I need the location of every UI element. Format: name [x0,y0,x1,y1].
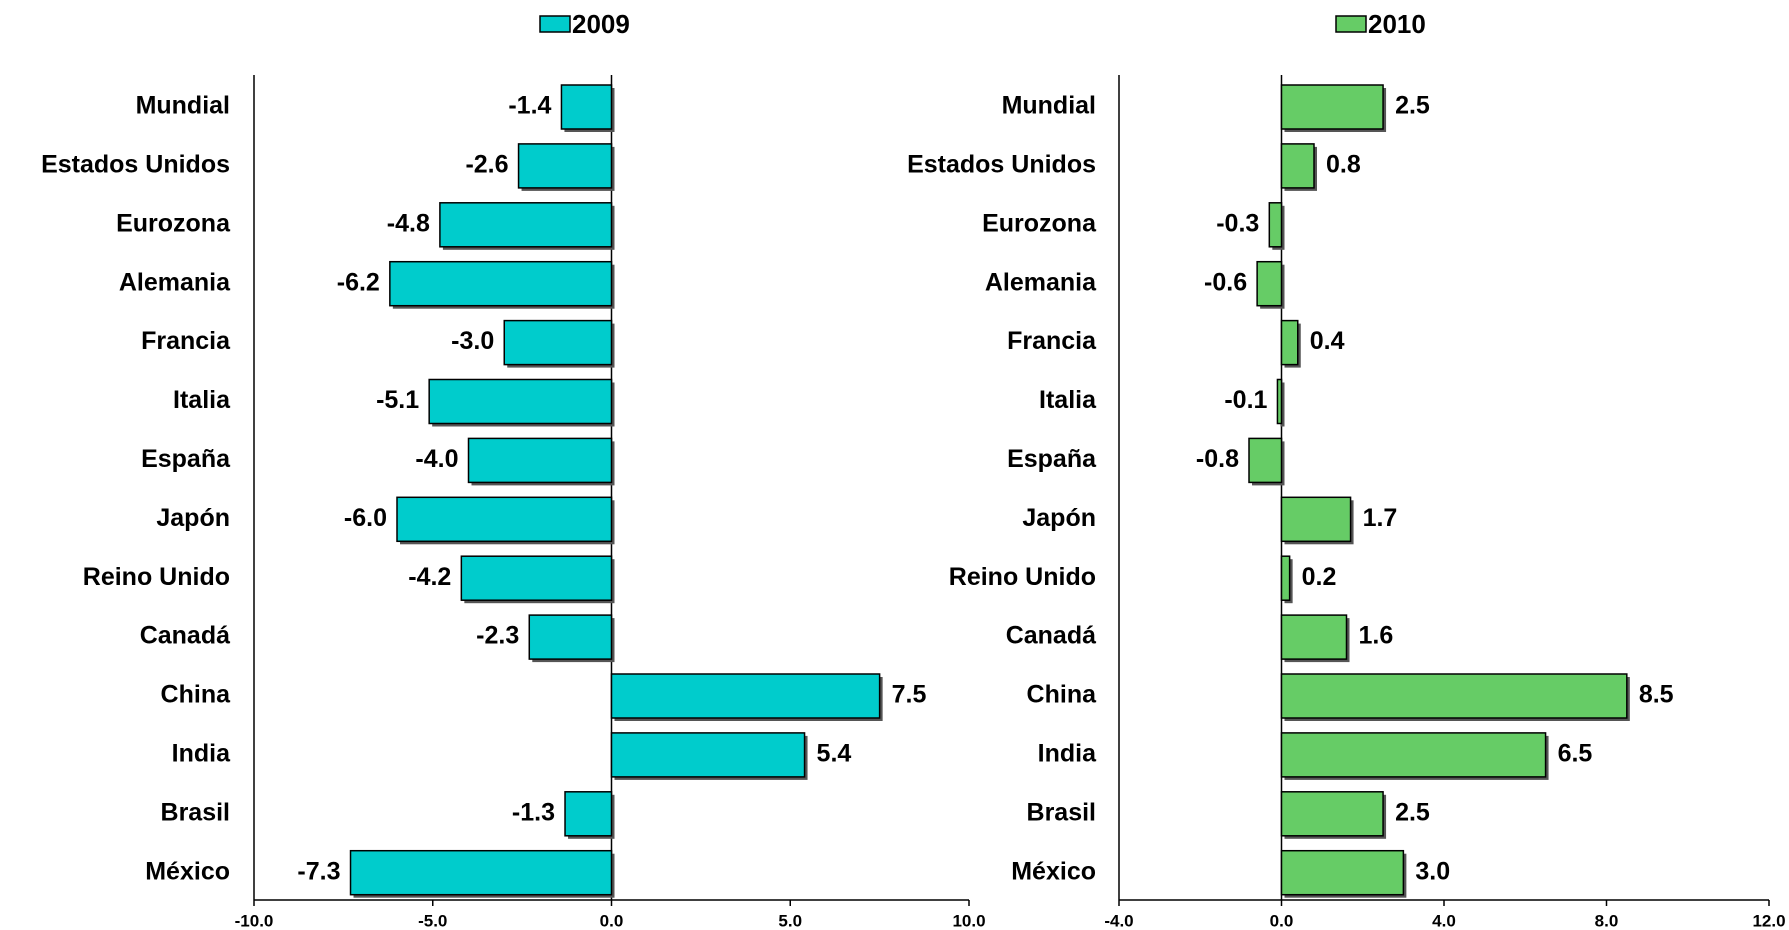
bar [429,380,611,424]
value-label: 7.5 [892,681,927,709]
category-label: Canadá [1006,622,1096,650]
bar [397,497,612,541]
value-label: 2.5 [1395,798,1430,826]
x-tick-label: 0.0 [1270,911,1294,930]
category-label: México [1011,857,1096,885]
value-label: 0.8 [1326,151,1361,179]
bar [1282,851,1404,895]
category-label: Italia [1039,386,1097,414]
value-label: 0.2 [1302,563,1337,591]
category-label: Mundial [136,92,230,120]
value-label: -4.0 [415,445,458,473]
category-label: España [1007,445,1097,473]
x-tick-label: 5.0 [778,911,802,930]
bar [1282,556,1290,600]
value-label: -2.6 [465,151,508,179]
bar [440,203,612,247]
category-label: India [172,740,231,768]
bar [612,733,805,777]
legend-label: 2010 [1368,9,1426,39]
category-label: Japón [156,504,230,532]
bar [351,851,612,895]
x-tick-label: -10.0 [235,911,274,930]
bar [1282,321,1298,365]
bar [1249,438,1282,482]
x-tick-label: 10.0 [952,911,985,930]
value-label: -7.3 [297,857,340,885]
bar [561,85,611,129]
category-label: India [1038,740,1097,768]
value-label: -5.1 [376,386,419,414]
category-label: España [141,445,231,473]
category-label: Eurozona [116,209,231,237]
bar [1277,380,1281,424]
value-label: 8.5 [1639,681,1674,709]
value-label: -0.6 [1204,268,1247,296]
value-label: -1.3 [512,798,555,826]
category-label: Alemania [119,268,231,296]
category-label: Brasil [161,798,230,826]
category-label: Mundial [1002,92,1096,120]
category-label: Canadá [140,622,230,650]
category-label: Estados Unidos [907,151,1096,179]
category-label: Eurozona [982,209,1097,237]
category-label: Reino Unido [83,563,230,591]
bar [1282,615,1347,659]
value-label: 6.5 [1558,740,1593,768]
category-label: Estados Unidos [41,151,230,179]
bar [1282,733,1546,777]
bar [1282,85,1384,129]
x-tick-label: 12.0 [1752,911,1785,930]
category-label: Brasil [1027,798,1096,826]
value-label: -1.4 [508,92,551,120]
value-label: 2.5 [1395,92,1430,120]
value-label: -6.0 [344,504,387,532]
value-label: -3.0 [451,327,494,355]
category-label: Reino Unido [949,563,1096,591]
bar [529,615,611,659]
value-label: -2.3 [476,622,519,650]
value-label: 1.7 [1363,504,1398,532]
bar [469,438,612,482]
bar [1282,792,1384,836]
x-tick-label: 4.0 [1432,911,1456,930]
bar [504,321,611,365]
bar [1269,203,1281,247]
category-label: México [145,857,230,885]
value-label: -6.2 [337,268,380,296]
x-tick-label: -4.0 [1104,911,1133,930]
chart: -10.0 -5.0 0.0 5.0 10.0 2009 Mundial -1.4 Estado… [0,0,1789,930]
x-tick-label: -5.0 [418,911,447,930]
bar [565,792,611,836]
value-label: 1.6 [1359,622,1394,650]
value-label: -4.8 [387,209,430,237]
value-label: 3.0 [1415,857,1450,885]
bar [612,674,880,718]
category-label: Francia [1007,327,1097,355]
value-label: -0.1 [1224,386,1267,414]
value-label: -0.8 [1196,445,1239,473]
bar [1257,262,1281,306]
bar [461,556,611,600]
bar [1282,674,1627,718]
category-label: Alemania [985,268,1097,296]
bar [390,262,612,306]
category-label: China [161,681,232,709]
category-label: Japón [1022,504,1096,532]
legend-swatch [540,16,570,32]
value-label: -0.3 [1216,209,1259,237]
bar [1282,144,1315,188]
value-label: 5.4 [817,740,852,768]
bar [519,144,612,188]
value-label: 0.4 [1310,327,1345,355]
category-label: Francia [141,327,231,355]
bar [1282,497,1351,541]
value-label: -4.2 [408,563,451,591]
x-tick-label: 0.0 [600,911,624,930]
category-label: China [1027,681,1098,709]
legend-label: 2009 [572,9,630,39]
category-label: Italia [173,386,231,414]
x-tick-label: 8.0 [1595,911,1619,930]
legend-swatch [1336,16,1366,32]
